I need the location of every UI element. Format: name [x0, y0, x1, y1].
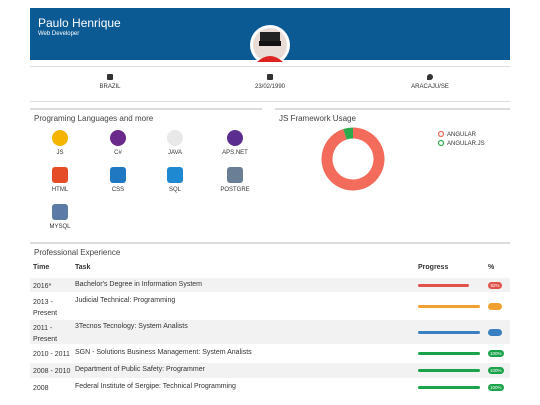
column-header: Task	[75, 264, 91, 271]
task: 3Tecnos Tecnology: System Analists	[75, 323, 188, 330]
column-header: Progress	[418, 264, 449, 271]
language-icon	[227, 167, 243, 183]
language-label: JAVA	[167, 150, 183, 156]
time: 2010 - 2011	[33, 351, 70, 358]
language-label: APS.NET	[222, 150, 248, 156]
column-header: %	[488, 264, 495, 271]
progress-bar	[418, 283, 469, 287]
time: 2016*	[33, 283, 52, 290]
avatar	[250, 25, 290, 65]
legend-marker	[437, 139, 445, 147]
name: Paulo Henrique	[38, 16, 121, 30]
languages-title: Programing Languages and more	[34, 114, 154, 123]
language-label: HTML	[51, 187, 69, 193]
percent-badge	[488, 328, 502, 336]
language-label: MYSQL	[49, 224, 71, 230]
progress-bar	[418, 304, 480, 308]
percent-badge	[488, 302, 502, 310]
language-icon	[110, 167, 126, 183]
language-label: JS	[56, 150, 64, 156]
language-icon	[167, 167, 183, 183]
percent-badge: 82%	[488, 281, 502, 289]
legend-label: ANGULAR	[447, 132, 477, 138]
language-label: SQL	[168, 187, 181, 193]
row-stripe	[30, 363, 510, 378]
donut-chart: ANGULAR ANGULAR.JS	[321, 127, 485, 191]
task: SGN - Solutions Business Management: Sys…	[75, 349, 252, 356]
task: Judicial Technical: Programming	[75, 297, 176, 304]
framework-panel	[275, 108, 510, 200]
column-header: Time	[33, 264, 50, 271]
info-row	[30, 66, 510, 102]
task: Department of Public Safety: Programmer	[75, 366, 205, 373]
info-icon	[427, 74, 433, 80]
info-text: 23/02/1990	[254, 84, 286, 90]
role: Web Developer	[38, 31, 80, 37]
task: Federal Institute of Sergipe: Technical …	[75, 383, 236, 390]
legend-label: ANGULAR.JS	[447, 141, 485, 147]
progress-bar	[418, 386, 480, 389]
info-text: ARACAJU/SE	[411, 84, 449, 90]
time: 2011 - Present	[33, 325, 58, 343]
language-icon	[52, 204, 68, 220]
task: Bachelor's Degree in Information System	[75, 281, 203, 288]
language-icon	[110, 130, 126, 146]
progress-bar	[418, 330, 480, 334]
language-icon	[52, 130, 68, 146]
language-icon	[167, 130, 183, 146]
donut-slice	[343, 127, 354, 140]
progress-bar	[418, 352, 480, 355]
language-icon	[52, 167, 68, 183]
info-icon	[107, 74, 113, 80]
legend-marker	[437, 130, 445, 138]
percent-badge: 100%	[488, 384, 504, 391]
row-stripe	[30, 278, 510, 292]
framework-title: JS Framework Usage	[279, 114, 356, 123]
language-label: POSTGRE	[220, 187, 250, 193]
languages-panel	[30, 108, 262, 234]
time: 2013 - Present	[33, 299, 58, 317]
language-label: C#	[114, 150, 122, 156]
percent-badge: 100%	[488, 367, 504, 374]
language-icon	[227, 130, 243, 146]
percent-badge: 100%	[488, 350, 504, 357]
donut-slice	[321, 127, 385, 191]
info-text: BRAZIL	[99, 84, 121, 90]
time: 2008 - 2010	[33, 368, 71, 375]
progress-bar	[418, 369, 480, 372]
language-label: CSS	[111, 187, 125, 193]
experience-title: Professional Experience	[34, 248, 121, 257]
time: 2008	[33, 385, 49, 392]
info-icon	[267, 74, 273, 80]
